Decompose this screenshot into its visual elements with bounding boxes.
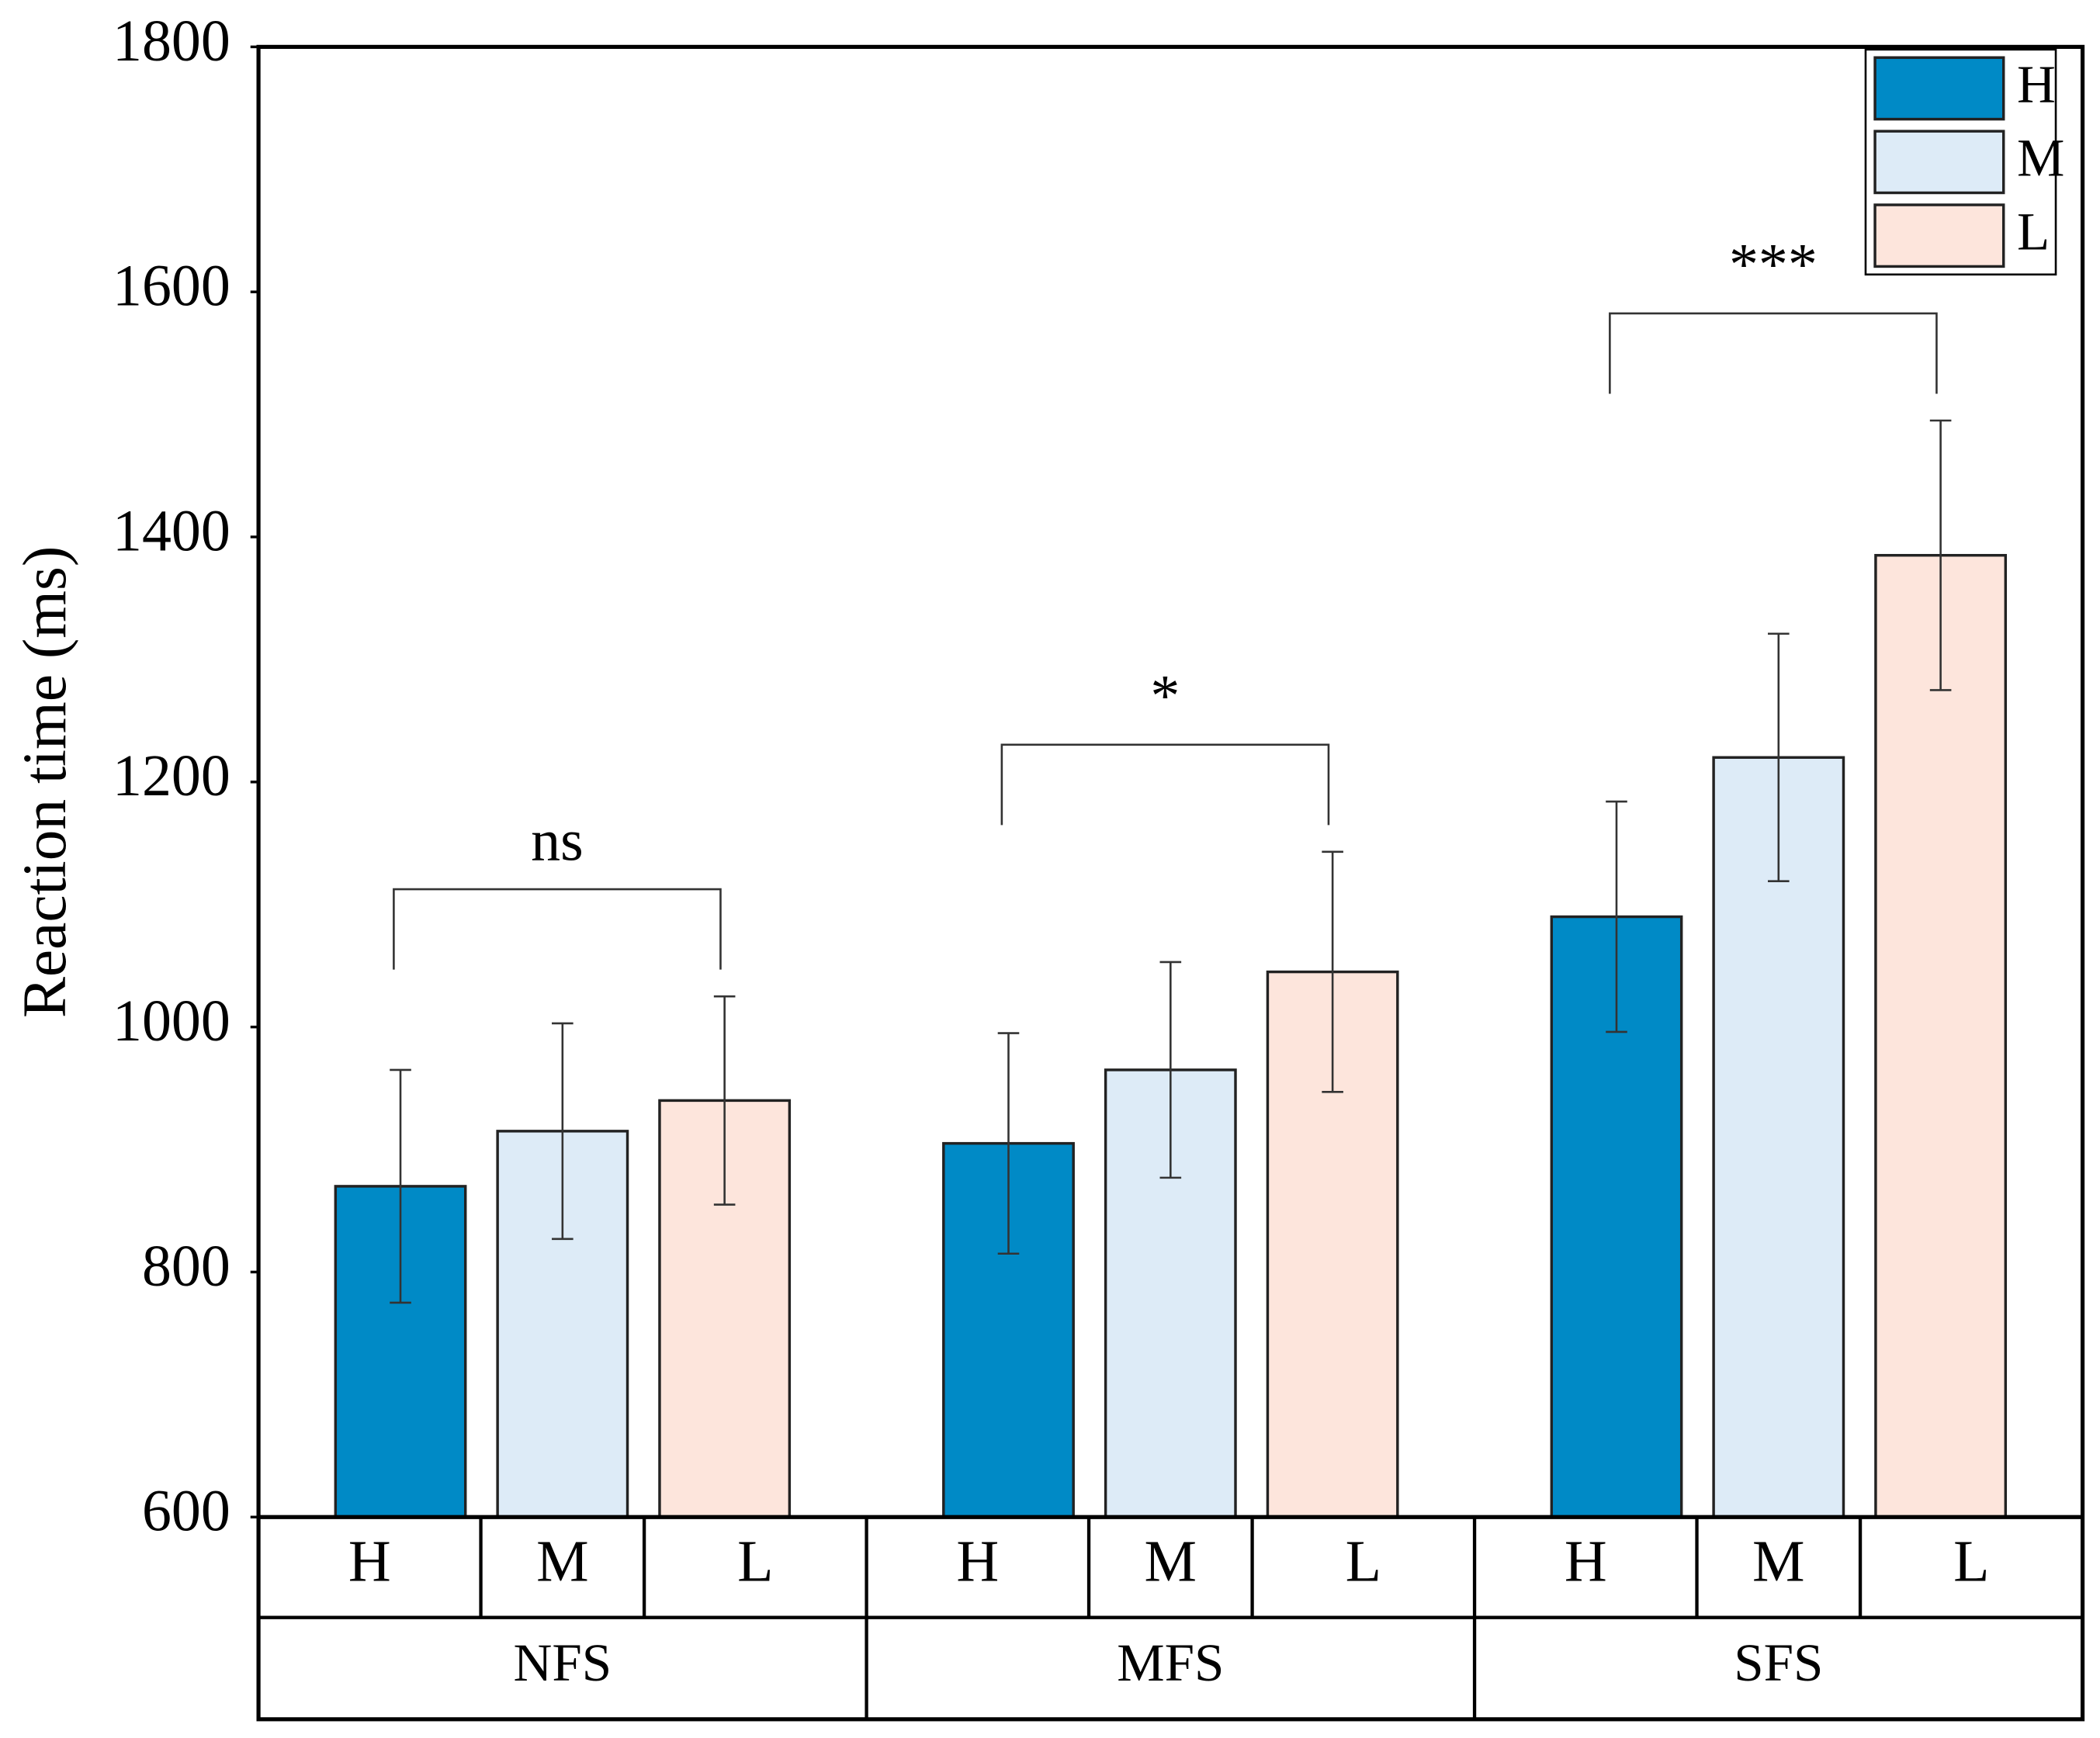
plot-frame [256,44,2085,1722]
error-bar [1767,632,1790,883]
error-bar [1606,800,1627,1033]
y-tick-label: 1400 [113,498,230,563]
legend-swatch [1873,130,2005,195]
x-tick-label: SFS [1734,1632,1823,1692]
bar [1712,756,1845,1518]
x-sub-label: L [1346,1529,1381,1594]
x-sub-label: L [737,1529,773,1594]
x-sub-label: H [1565,1529,1607,1594]
significance-bracket [1609,312,1938,394]
significance-bracket [1000,743,1330,826]
significance-label: ns [531,808,584,873]
x-sub-label: H [348,1529,391,1594]
significance-bracket [393,888,722,970]
x-tick-label: NFS [514,1632,612,1692]
legend-label: L [2017,201,2050,261]
legend-label: M [2017,127,2064,187]
y-tick-label: 1000 [113,988,230,1054]
legend-swatch [1873,203,2005,268]
x-tick-label: MFS [1117,1632,1224,1692]
significance-label: * [1150,663,1180,729]
error-bar [713,995,736,1206]
x-sub-label: M [1145,1529,1197,1594]
legend-label: H [2017,54,2056,113]
error-bar [997,1032,1020,1255]
y-tick-label: 600 [142,1479,230,1544]
x-sub-label: M [1752,1529,1805,1594]
significance-label: *** [1729,232,1818,297]
legend-swatch [1873,56,2005,121]
error-bar [390,1068,411,1304]
y-axis-title: Reaction time (ms) [11,546,79,1018]
x-sub-label: L [1953,1529,1989,1594]
error-bar [1159,961,1182,1179]
x-sub-label: H [956,1529,999,1594]
y-tick-label: 1200 [113,743,230,808]
y-tick-label: 800 [142,1234,230,1299]
y-tick-label: 1800 [113,9,230,74]
error-bar [1929,419,1952,691]
error-bar [1322,850,1343,1093]
bar [1874,553,2008,1518]
y-tick-label: 1600 [113,254,230,319]
x-sub-label: M [536,1529,589,1594]
error-bar [552,1022,574,1241]
